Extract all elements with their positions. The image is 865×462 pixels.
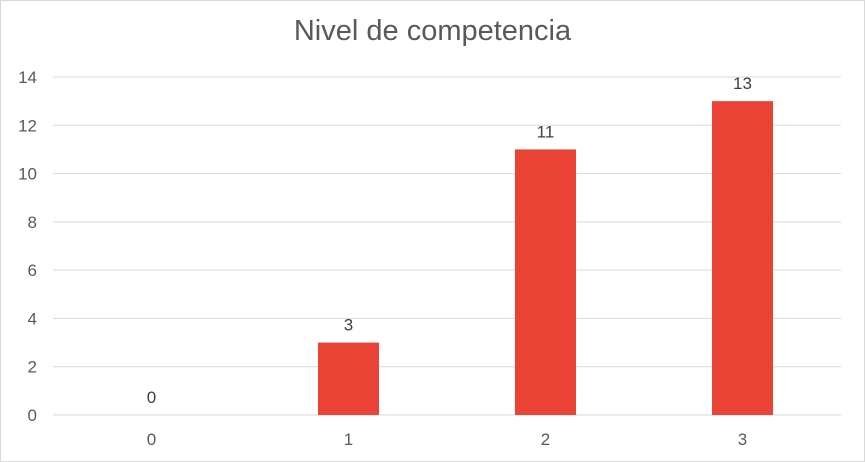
x-tick-label: 3 <box>738 430 747 449</box>
y-tick-label: 0 <box>28 406 37 425</box>
y-tick-label: 10 <box>18 165 37 184</box>
chart-title: Nivel de competencia <box>293 15 572 47</box>
y-tick-label: 14 <box>18 68 37 87</box>
bar <box>318 342 379 415</box>
data-label: 11 <box>537 122 555 141</box>
y-tick-label: 12 <box>18 116 37 135</box>
x-axis-ticks: 0 1 2 3 <box>147 430 747 449</box>
data-label: 13 <box>733 74 752 93</box>
data-label: 0 <box>147 388 156 407</box>
x-tick-label: 0 <box>147 430 156 449</box>
x-tick-label: 2 <box>541 430 550 449</box>
y-tick-label: 4 <box>28 309 37 328</box>
y-tick-label: 8 <box>28 213 37 232</box>
y-tick-label: 6 <box>28 261 37 280</box>
gridlines <box>53 76 841 416</box>
y-axis-ticks: 0 2 4 6 8 10 12 14 <box>18 68 37 425</box>
data-labels: 0 3 11 13 <box>147 74 752 407</box>
y-tick-label: 2 <box>28 358 37 377</box>
x-tick-label: 1 <box>344 430 353 449</box>
bars <box>318 101 773 416</box>
data-label: 3 <box>344 316 353 335</box>
bar <box>515 149 576 415</box>
bar <box>712 101 773 416</box>
